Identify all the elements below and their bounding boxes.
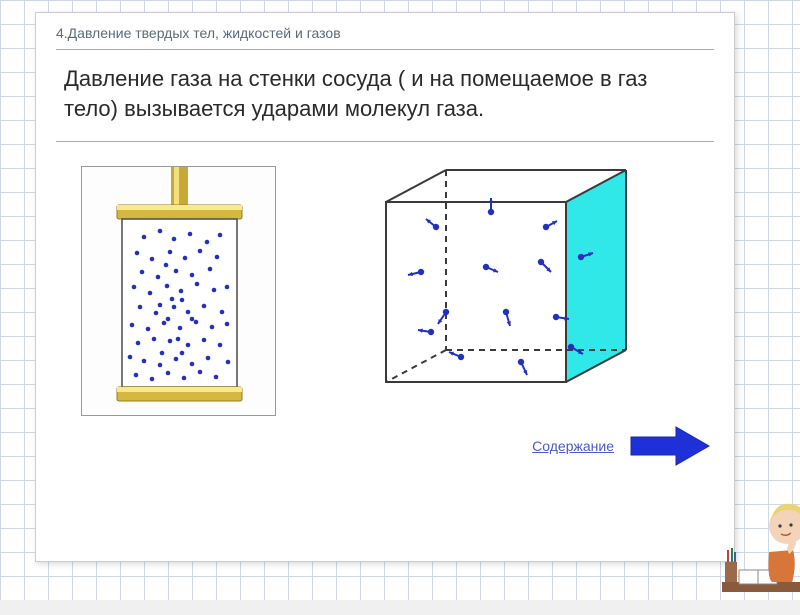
piston-diagram [81, 166, 276, 416]
cartoon-character [717, 490, 800, 610]
piston-svg [82, 167, 277, 417]
slide-card: 4.Давление твердых тел, жидкостей и газо… [35, 12, 735, 562]
slide-header: 4.Давление твердых тел, жидкостей и газо… [36, 13, 734, 49]
cube-diagram [346, 152, 646, 422]
cube-svg [346, 152, 646, 422]
diagram-area: Содержание [36, 146, 734, 486]
arrow-right-icon [628, 424, 712, 468]
contents-link[interactable]: Содержание [532, 438, 614, 454]
body-paragraph: Давление газа на стенки сосуда ( и на по… [36, 50, 734, 137]
body-divider [56, 141, 714, 142]
next-arrow-button[interactable] [628, 424, 712, 468]
